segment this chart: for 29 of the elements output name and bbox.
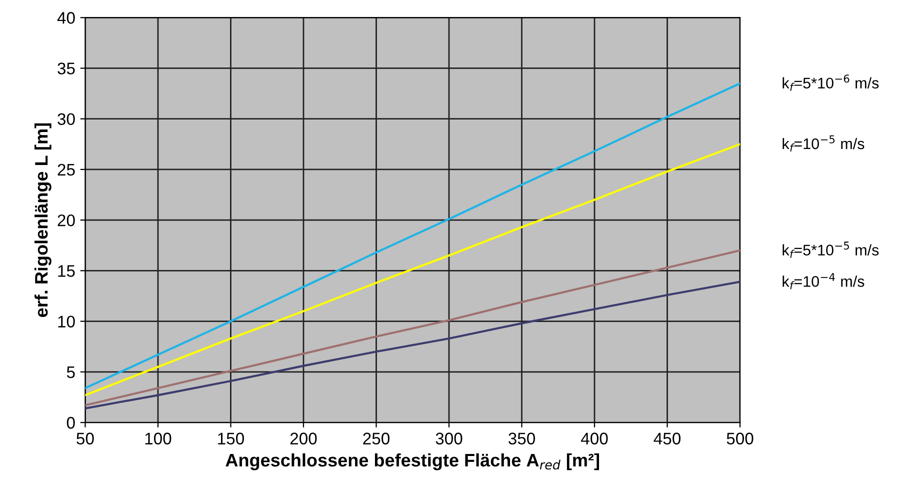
y-tick-label: 35 [58,62,75,74]
x-tick-label: 400 [580,432,608,444]
x-axis-title: Angeschlossene befestigte Fläche A$_{red}$ [m²] [226,453,600,470]
line-series [85,280,740,410]
y-tick-label: 10 [58,316,75,328]
x-tick-label: 350 [508,432,536,444]
x-tick-label: 250 [363,432,390,444]
line-series [85,249,740,406]
x-tick-label: 200 [290,432,317,444]
x-tick-label: 50 [76,432,94,444]
text: k$_{f}$=10$^{−4}$ m/s [782,273,864,290]
x-tick-label: 150 [218,432,244,444]
y-tick-label: 40 [57,12,75,24]
x-tick-label: 300 [436,432,462,444]
y-axis-title: erf. Rigolenlänge L [m] [34,123,52,317]
y-tick-label: 25 [58,164,75,176]
line-series [85,82,740,390]
y-tick-label: 30 [58,113,75,126]
text: k$_{f}$=5*10$^{−5}$ m/s [782,242,879,258]
y-tick-label: 0 [66,416,75,429]
line-series [85,143,740,396]
text: k$_{f}$=5*10$^{−6}$ m/s [782,74,879,91]
x-tick-label: 450 [654,432,681,444]
y-tick-label: 20 [58,214,75,226]
text: k$_{f}$=10$^{−5}$ m/s [782,135,864,152]
y-tick-label: 5 [66,366,75,378]
x-tick-label: 100 [145,432,172,444]
x-tick-label: 500 [726,432,754,444]
y-tick-label: 15 [58,265,75,277]
